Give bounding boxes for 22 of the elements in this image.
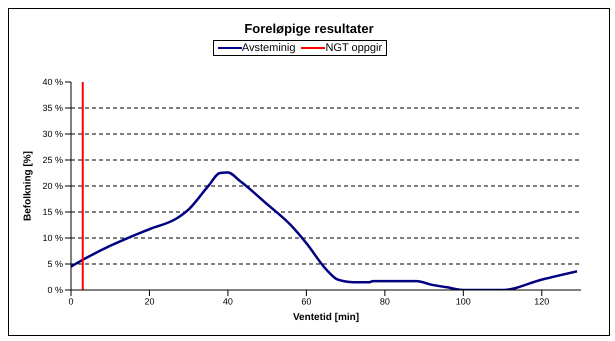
chart-title: Foreløpige resultater	[243, 20, 375, 36]
y-tick-label: 0 %	[47, 285, 63, 296]
x-tick-label: 80	[380, 296, 390, 306]
y-tick-label: 10 %	[42, 233, 63, 244]
x-tick-label: 40	[222, 296, 233, 306]
y-tick-label: 15 %	[42, 207, 63, 218]
x-tick-label: 100	[456, 296, 471, 306]
x-tick-label: 60	[301, 296, 312, 306]
y-tick-label: 20 %	[42, 181, 63, 192]
legend-label: NGT oppgir	[325, 42, 382, 54]
y-tick-label: 30 %	[42, 129, 63, 140]
y-axis-title: Befolkning [%]	[22, 151, 34, 221]
x-tick-label: 0	[68, 296, 74, 306]
y-tick-label: 25 %	[42, 155, 63, 166]
y-tick-label: 35 %	[42, 103, 63, 114]
line-series	[71, 171, 578, 290]
legend-label: Avsteminig	[242, 42, 296, 54]
y-tick-label: 5 %	[47, 259, 63, 270]
x-tick-label: 20	[144, 296, 154, 306]
y-tick-label: 40 %	[42, 77, 63, 88]
x-axis-title: Ventetid [min]	[292, 312, 360, 323]
x-tick-label: 120	[534, 296, 550, 306]
